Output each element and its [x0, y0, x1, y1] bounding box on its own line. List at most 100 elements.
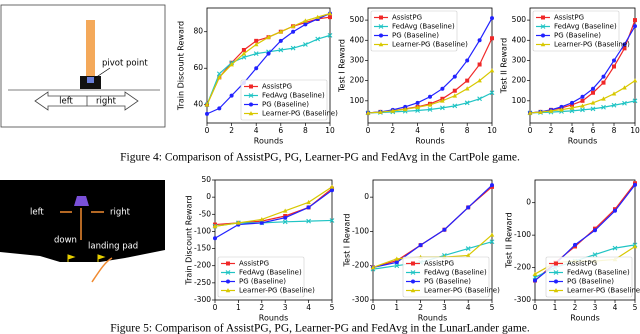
marker: [465, 58, 470, 63]
marker: [253, 51, 259, 57]
marker: [427, 102, 433, 107]
y-tick-label: 50: [201, 175, 211, 184]
legend-label: FedAvg (Baseline): [392, 23, 455, 31]
y-tick-label: -200: [352, 261, 369, 270]
marker: [612, 245, 618, 251]
legend-marker: [553, 288, 559, 293]
marker: [527, 110, 533, 115]
marker: [548, 108, 554, 113]
legend-marker: [540, 24, 546, 29]
y-tick-label: -250: [194, 278, 211, 287]
legend-marker: [554, 261, 558, 266]
marker: [217, 74, 222, 80]
marker: [290, 45, 296, 51]
marker: [591, 86, 595, 91]
marker: [390, 108, 396, 113]
diagram-label: right: [110, 208, 131, 218]
marker: [253, 42, 259, 47]
y-axis-label: Test II Reward: [500, 38, 509, 94]
x-tick-label: 3: [442, 303, 447, 312]
pivot-pointer: [94, 67, 111, 79]
marker: [229, 93, 234, 98]
y-tick-label: -300: [352, 295, 369, 304]
y-axis-label: Test I Reward: [343, 214, 352, 268]
marker: [254, 66, 259, 71]
marker: [593, 228, 597, 233]
legend-label: PG (Baseline): [424, 278, 471, 286]
marker: [418, 243, 423, 248]
series-line: [214, 189, 333, 239]
marker: [217, 106, 222, 111]
marker: [213, 236, 217, 241]
marker: [329, 218, 335, 223]
marker: [329, 184, 335, 189]
marker: [394, 263, 400, 269]
y-tick-label: 40: [193, 100, 203, 109]
marker: [452, 74, 457, 79]
y-axis-label: Train Discount Reward: [177, 21, 186, 111]
marker: [378, 109, 383, 114]
legend-marker: [541, 33, 545, 38]
marker: [490, 16, 494, 21]
y-tick-label: 200: [512, 76, 527, 85]
marker: [489, 232, 495, 237]
marker: [282, 208, 288, 213]
legend-label: FedAvg (Baseline): [554, 23, 617, 31]
marker: [241, 51, 247, 56]
diagram-label: down: [54, 236, 77, 246]
chart: -300 -200 -100 0 0 1 2 3 4 5 Rounds Test II Reward A…: [505, 179, 640, 323]
marker: [327, 11, 333, 16]
marker: [580, 103, 585, 108]
legend-marker: [541, 15, 545, 20]
marker: [622, 42, 627, 47]
direction-arrow: [34, 91, 139, 111]
legend-box: [217, 256, 305, 298]
marker: [440, 105, 445, 111]
marker: [241, 47, 246, 52]
y-tick-label: -50: [199, 209, 211, 218]
x-tick-label: 6: [591, 126, 596, 135]
legend-marker: [378, 24, 384, 29]
legend-marker: [248, 93, 254, 98]
legend-marker: [378, 42, 384, 47]
marker: [440, 98, 445, 103]
legend-marker: [379, 15, 383, 20]
marker: [452, 103, 458, 109]
flag: [67, 254, 76, 262]
marker: [622, 46, 627, 51]
y-tick-label: 0: [364, 192, 369, 201]
marker: [306, 199, 311, 205]
y-tick-label: -100: [514, 230, 531, 239]
marker: [612, 58, 616, 63]
marker: [632, 244, 638, 249]
legend-marker: [554, 279, 558, 284]
marker: [489, 90, 495, 96]
legend-marker: [410, 288, 416, 293]
x-tick-label: 2: [229, 126, 234, 135]
marker: [291, 29, 296, 34]
x-axis-label: Rounds: [259, 314, 288, 323]
marker: [370, 265, 376, 270]
marker: [403, 104, 408, 109]
marker: [236, 220, 241, 225]
x-tick-label: 6: [440, 126, 445, 135]
marker: [394, 260, 399, 265]
legend-label: AssistPG: [392, 14, 422, 22]
legend-label: Learner-PG (Baseline): [239, 287, 315, 295]
marker: [632, 78, 638, 83]
marker: [570, 100, 574, 105]
x-tick-label: 0: [533, 303, 538, 312]
x-tick-label: 0: [213, 303, 218, 312]
y-axis-label: Test I Reward: [338, 39, 347, 93]
marker: [254, 38, 259, 43]
legend-marker: [249, 102, 253, 107]
marker: [477, 38, 482, 43]
marker: [283, 215, 288, 220]
marker: [590, 106, 596, 112]
marker: [278, 47, 284, 53]
caption: Figure 5: Comparison of AssistPG, PG, Le…: [110, 323, 530, 334]
y-tick-label: -300: [194, 295, 211, 304]
y-tick-label: 500: [512, 15, 527, 24]
